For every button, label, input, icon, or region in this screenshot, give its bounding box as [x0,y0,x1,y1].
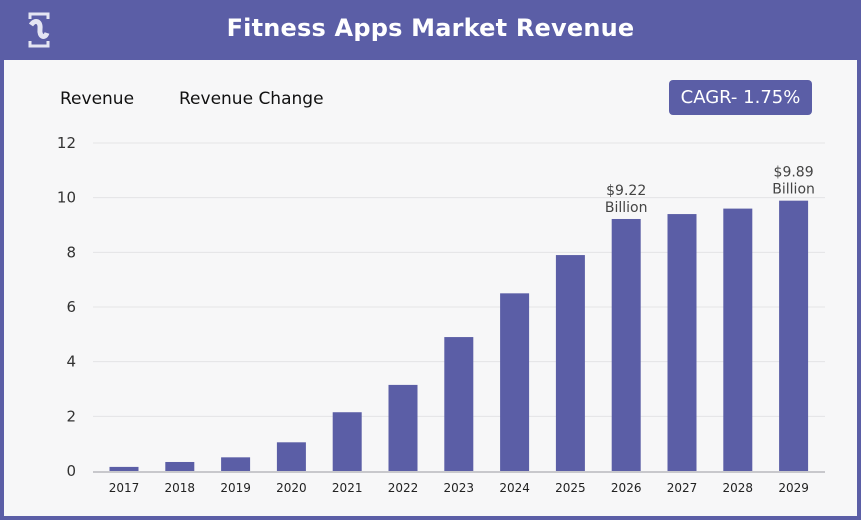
data-label-unit: Billion [605,200,648,216]
x-tick-label: 2028 [723,481,754,495]
legend-item-revenue[interactable]: Revenue [60,89,135,109]
x-tick-label: 2027 [667,481,698,495]
x-tick-label: 2023 [444,481,475,495]
bar-2020[interactable] [276,442,306,471]
y-tick-label: 2 [66,407,76,425]
x-tick-label: 2029 [778,481,809,495]
bar-2028[interactable] [723,208,753,471]
header: Fitness Apps Market Revenue [0,0,861,60]
bar-2021[interactable] [332,412,362,471]
page-title: Fitness Apps Market Revenue [226,14,635,42]
bar-2023[interactable] [444,337,474,471]
bar-2022[interactable] [388,384,418,471]
brand-logo-icon [28,12,50,48]
x-tick-label: 2025 [555,481,586,495]
y-tick-label: 12 [57,134,76,152]
bar-2017[interactable] [109,466,139,471]
cagr-badge: CAGR- 1.75% [669,80,812,115]
data-label-value: $9.89 [774,165,814,181]
bar-2024[interactable] [500,293,530,471]
bar-2025[interactable] [555,255,585,471]
data-label-unit: Billion [772,182,815,198]
chart-panel [4,60,857,516]
y-tick-label: 4 [66,353,76,371]
x-tick-label: 2020 [276,481,307,495]
y-tick-label: 6 [66,298,76,316]
x-tick-label: 2022 [388,481,419,495]
data-label-value: $9.22 [606,183,646,199]
bar-2018[interactable] [165,461,195,471]
x-tick-label: 2018 [165,481,196,495]
x-tick-label: 2024 [499,481,530,495]
x-tick-label: 2026 [611,481,642,495]
bar-2027[interactable] [667,214,697,472]
y-tick-label: 10 [57,189,76,207]
bar-2029[interactable] [779,200,809,471]
legend-item-revenue-change[interactable]: Revenue Change [179,89,324,109]
y-tick-label: 0 [66,462,76,480]
y-tick-label: 8 [66,243,76,261]
x-tick-label: 2021 [332,481,363,495]
x-tick-label: 2019 [220,481,251,495]
bar-2019[interactable] [221,457,251,471]
x-tick-label: 2017 [109,481,140,495]
bar-2026[interactable] [611,218,641,471]
